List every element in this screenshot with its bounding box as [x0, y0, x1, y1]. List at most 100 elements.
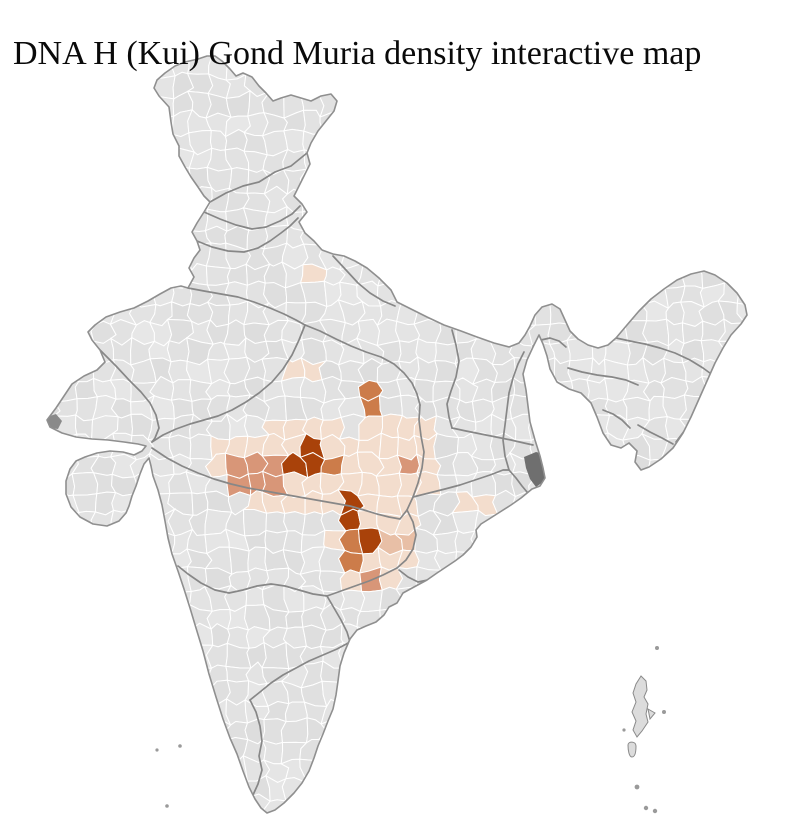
district-cell[interactable]	[109, 530, 134, 553]
district-cell[interactable]	[661, 528, 689, 555]
district-cell[interactable]	[413, 812, 439, 827]
district-cell[interactable]	[546, 624, 572, 651]
district-cell[interactable]	[36, 793, 61, 818]
district-cell[interactable]	[381, 702, 401, 727]
district-cell[interactable]	[585, 699, 612, 725]
district-cell[interactable]	[605, 452, 628, 478]
district-cell[interactable]	[397, 685, 421, 708]
district-cell[interactable]	[534, 794, 556, 820]
district-cell[interactable]	[608, 717, 632, 744]
district-cell[interactable]	[699, 793, 725, 819]
district-cell[interactable]	[589, 472, 611, 498]
district-cell[interactable]	[474, 795, 493, 815]
district-cell[interactable]	[643, 90, 670, 119]
district-cell[interactable]	[72, 90, 99, 119]
district-cell[interactable]	[624, 510, 650, 535]
district-cell[interactable]	[397, 147, 420, 174]
district-cell[interactable]	[72, 167, 98, 193]
district-cell[interactable]	[453, 683, 478, 706]
district-cell[interactable]	[569, 242, 594, 269]
district-cell[interactable]	[603, 511, 630, 536]
district-cell[interactable]	[510, 528, 535, 553]
district-cell[interactable]	[661, 223, 684, 252]
district-cell[interactable]	[624, 814, 649, 827]
district-cell[interactable]	[189, 795, 211, 821]
district-cell[interactable]	[395, 262, 422, 287]
district-cell[interactable]	[453, 698, 478, 727]
district-cell[interactable]	[40, 188, 59, 210]
andaman-islet[interactable]	[622, 728, 626, 732]
district-cell[interactable]	[110, 741, 137, 765]
district-cell[interactable]	[737, 546, 764, 574]
district-cell[interactable]	[452, 605, 480, 631]
district-cell[interactable]	[475, 130, 496, 152]
district-cell[interactable]	[131, 93, 157, 119]
district-cell[interactable]	[53, 147, 79, 170]
district-cell[interactable]	[57, 361, 80, 383]
district-cell[interactable]	[565, 93, 594, 117]
district-cell[interactable]	[358, 645, 381, 666]
district-cell[interactable]	[436, 661, 461, 688]
district-cell[interactable]	[52, 204, 78, 233]
district-cell[interactable]	[584, 97, 613, 115]
district-cell[interactable]	[659, 454, 686, 479]
district-cell[interactable]	[583, 204, 613, 232]
district-cell[interactable]	[340, 740, 362, 765]
district-cell[interactable]	[109, 624, 137, 648]
district-cell[interactable]	[698, 167, 726, 194]
district-cell[interactable]	[528, 679, 553, 705]
district-cell[interactable]	[722, 700, 742, 726]
district-cell[interactable]	[396, 223, 422, 251]
district-cell[interactable]	[736, 812, 764, 827]
district-cell[interactable]	[358, 718, 385, 743]
district-cell[interactable]	[225, 816, 249, 827]
island-chains[interactable]	[155, 646, 666, 814]
district-cell[interactable]	[680, 717, 706, 746]
district-cell[interactable]	[54, 261, 80, 289]
district-cell[interactable]	[148, 206, 176, 231]
district-cell[interactable]	[108, 152, 136, 171]
district-cell[interactable]	[57, 322, 79, 347]
district-cell[interactable]	[92, 223, 118, 248]
district-cell[interactable]	[584, 586, 613, 610]
district-cell[interactable]	[167, 736, 193, 764]
district-cell[interactable]	[110, 757, 137, 783]
district-cell[interactable]	[684, 624, 707, 649]
district-cell[interactable]	[603, 736, 631, 759]
district-cell[interactable]	[337, 698, 362, 726]
district-cell[interactable]	[603, 586, 629, 607]
district-cell[interactable]	[723, 680, 744, 705]
district-cell[interactable]	[15, 758, 38, 783]
district-cell[interactable]	[55, 815, 76, 827]
district-cell[interactable]	[321, 778, 345, 800]
district-cell[interactable]	[490, 547, 516, 573]
district-cell[interactable]	[245, 816, 268, 827]
district-cell[interactable]	[129, 737, 156, 765]
district-cell[interactable]	[57, 129, 77, 156]
nicobar-islet[interactable]	[643, 805, 649, 811]
district-cell[interactable]	[91, 681, 112, 705]
district-cell[interactable]	[395, 606, 423, 632]
district-cell[interactable]	[38, 91, 63, 116]
district-cell[interactable]	[320, 757, 344, 784]
district-cell[interactable]	[584, 626, 613, 650]
district-cell[interactable]	[53, 167, 80, 193]
district-cell[interactable]	[359, 589, 383, 613]
district-cell[interactable]	[490, 91, 516, 119]
district-cell[interactable]	[623, 794, 646, 818]
district-cell[interactable]	[642, 756, 668, 784]
district-cell[interactable]	[603, 641, 625, 666]
district-cell[interactable]	[490, 529, 516, 554]
district-cell[interactable]	[566, 452, 593, 480]
district-cell[interactable]	[756, 663, 781, 687]
district-cell[interactable]	[54, 433, 79, 460]
district-cell[interactable]	[204, 739, 231, 762]
district-cell[interactable]	[16, 605, 42, 629]
district-cell[interactable]	[643, 223, 670, 250]
district-cell[interactable]	[92, 642, 114, 667]
district-cell[interactable]	[585, 261, 612, 290]
district-cell[interactable]	[662, 775, 688, 803]
district-cell[interactable]	[701, 490, 726, 515]
district-cell[interactable]	[129, 243, 153, 271]
district-cell[interactable]	[127, 208, 151, 233]
